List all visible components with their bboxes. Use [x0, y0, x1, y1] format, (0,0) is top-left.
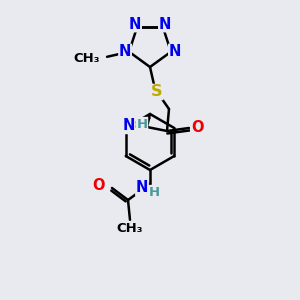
- Text: N: N: [123, 118, 135, 134]
- Text: N: N: [159, 17, 171, 32]
- Text: S: S: [151, 85, 163, 100]
- Text: H: H: [136, 118, 148, 130]
- Text: H: H: [148, 185, 160, 199]
- Text: CH₃: CH₃: [74, 52, 100, 65]
- Text: O: O: [92, 178, 105, 194]
- Text: N: N: [129, 17, 141, 32]
- Text: CH₃: CH₃: [117, 221, 143, 235]
- Text: N: N: [169, 44, 181, 59]
- Text: O: O: [191, 121, 203, 136]
- Text: N: N: [119, 44, 131, 59]
- Text: N: N: [136, 181, 148, 196]
